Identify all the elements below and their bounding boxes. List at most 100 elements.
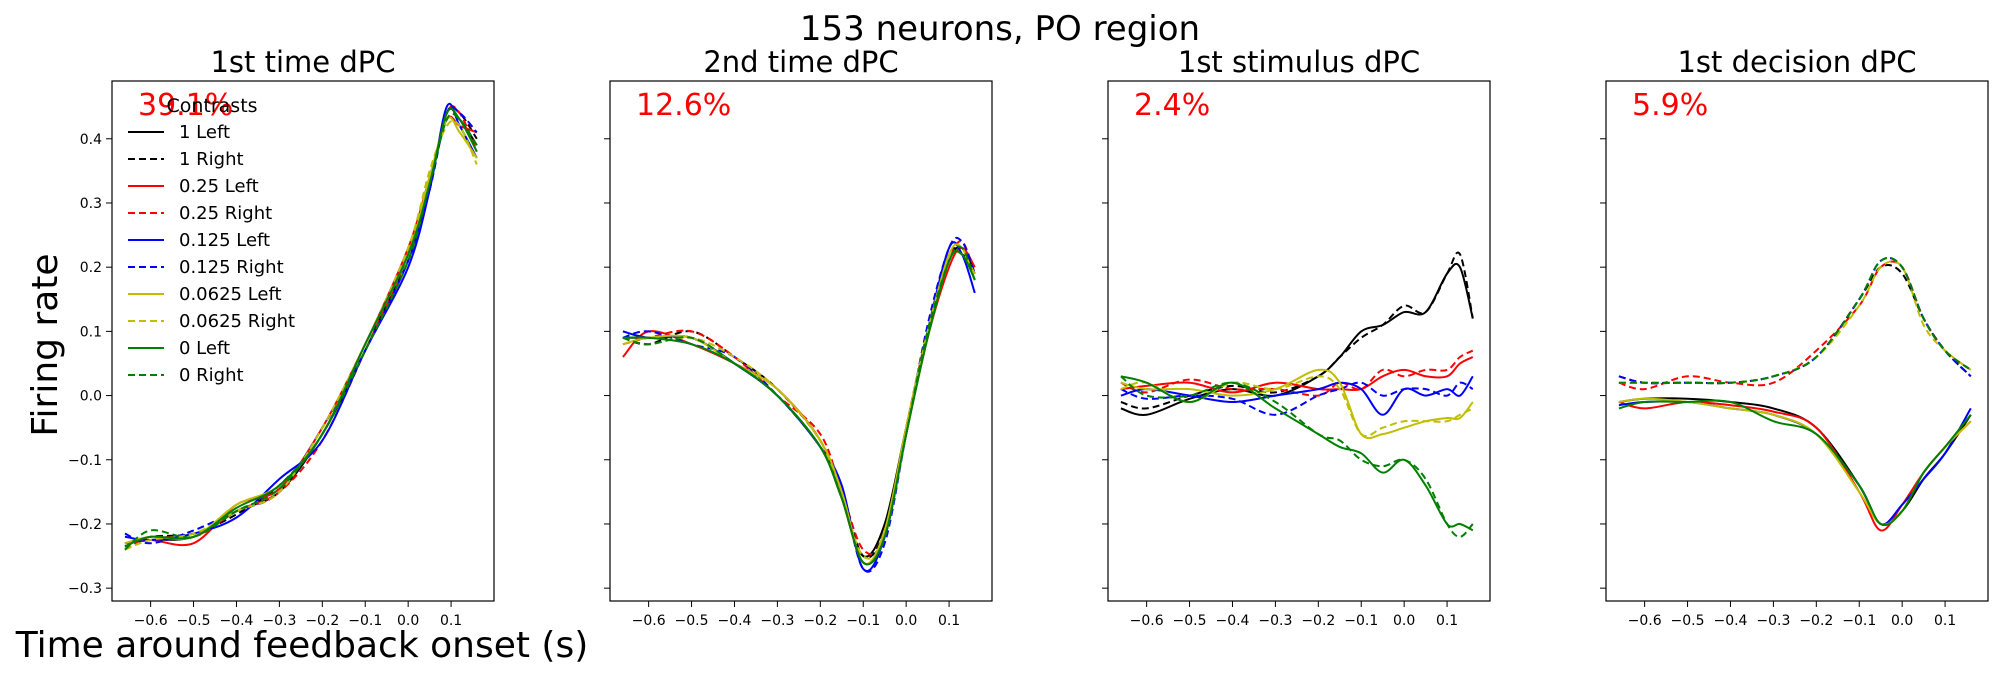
series-line-0-0625-left [622, 243, 976, 565]
plot-frame [111, 80, 495, 602]
x-axis-label: Time around feedback onset (s) [15, 625, 589, 666]
plot-frame [609, 80, 993, 602]
legend-entry: 0 Left [179, 338, 230, 359]
series-line-1-left [1120, 262, 1474, 417]
y-tick-label: −0.2 [68, 517, 102, 533]
x-tick-label: −0.1 [348, 613, 382, 629]
variance-explained: 12.6% [636, 88, 731, 123]
series-line-0-25-left [1120, 356, 1474, 394]
series-line-0-0625-left [124, 116, 478, 545]
x-tick-label: −0.5 [675, 613, 709, 629]
figure-suptitle: 153 neurons, PO region [800, 9, 1200, 49]
x-tick-label: −0.4 [717, 613, 751, 629]
series-line-0-right [622, 245, 976, 566]
panel-4: 1st decision dPC −0.6 −0.5 −0.4 −0.3 −0.2 −0.1… [1600, 45, 1989, 629]
series-line-0-0625-right [622, 250, 976, 560]
y-axis-label: Firing rate [25, 253, 66, 436]
x-tick-label: −0.4 [1215, 613, 1249, 629]
x-tick-label: −0.5 [1173, 613, 1207, 629]
series-line-0-right [1618, 256, 1972, 385]
x-tick-label: 0.1 [938, 613, 960, 629]
panel-3: 1st stimulus dPC −0.6 −0.5 −0.4 −0.3 −0.2 −0.1… [1102, 45, 1491, 629]
y-tick-label: 0.1 [80, 324, 102, 340]
series-line-1-left [1618, 397, 1972, 526]
x-tick-label: 0.1 [1934, 613, 1956, 629]
series-line-1-left [124, 107, 478, 545]
series-line-0-25-left [124, 115, 478, 547]
y-tick-label: 0.2 [80, 260, 102, 276]
series-line-0-125-left [1120, 375, 1474, 416]
legend-title: Contrasts [166, 95, 257, 117]
x-tick-label: −0.2 [803, 613, 837, 629]
x-tick-label: −0.2 [1799, 613, 1833, 629]
panel-title: 1st time dPC [210, 45, 395, 79]
series-line-0-125-left [1618, 400, 1972, 526]
series-line-0-0625-right [1618, 260, 1972, 385]
series-line-0-left [1120, 375, 1474, 532]
series-lines [1618, 256, 1972, 532]
legend-entry: 0.0625 Right [179, 311, 295, 332]
series-lines [124, 102, 478, 551]
series-line-1-right [622, 247, 976, 559]
series-line-0-125-left [124, 102, 478, 542]
variance-explained: 2.4% [1134, 88, 1210, 123]
x-tick-label: −0.6 [632, 613, 666, 629]
series-line-0-0625-right [124, 119, 478, 551]
x-tick-label: −0.2 [305, 613, 339, 629]
x-tick-label: −0.5 [177, 613, 211, 629]
series-line-0-25-right [124, 105, 478, 551]
x-tick-label: −0.3 [1756, 613, 1790, 629]
y-tick-label: 0.3 [80, 196, 102, 212]
series-line-0-left [622, 250, 976, 566]
y-tick-label: −0.1 [68, 453, 102, 469]
x-tick-label: −0.1 [846, 613, 880, 629]
series-line-1-left [622, 246, 976, 558]
legend-entry: 0.0625 Left [179, 284, 282, 305]
panel-title: 1st stimulus dPC [1178, 45, 1420, 79]
series-line-0-0625-left [1120, 368, 1474, 440]
x-tick-label: −0.1 [1842, 613, 1876, 629]
legend: Contrasts 1 Left 1 Right 0.25 Left 0.25 Righ… [128, 95, 295, 386]
series-line-0-25-right [1120, 349, 1474, 397]
variance-explained: 5.9% [1632, 88, 1708, 123]
x-tick-label: 0.0 [895, 613, 917, 629]
series-line-0-125-right [1618, 256, 1972, 385]
x-tick-label: −0.6 [134, 613, 168, 629]
series-line-1-right [124, 105, 478, 548]
x-tick-label: −0.1 [1344, 613, 1378, 629]
x-tick-label: −0.4 [1713, 613, 1747, 629]
plot-frame [1107, 80, 1491, 602]
series-line-1-right [1618, 264, 1972, 385]
y-tick-label: −0.3 [68, 581, 102, 597]
series-line-0-right [1120, 375, 1474, 538]
series-lines [1120, 251, 1474, 538]
series-line-0-125-right [1120, 381, 1474, 416]
series-line-0-left [124, 107, 478, 548]
x-tick-label: −0.3 [1258, 613, 1292, 629]
series-lines [622, 236, 976, 573]
x-tick-label: −0.2 [1301, 613, 1335, 629]
series-line-0-125-right [124, 105, 478, 545]
series-line-0-125-left [622, 241, 976, 572]
x-tick-label: −0.6 [1628, 613, 1662, 629]
series-line-0-left [1618, 399, 1972, 527]
legend-entry: 0.125 Right [179, 257, 284, 278]
series-line-0-25-right [622, 240, 976, 556]
legend-entry: 0.125 Left [179, 230, 270, 251]
series-line-0-0625-left [1618, 397, 1972, 526]
panel-title: 1st decision dPC [1677, 45, 1916, 79]
x-tick-label: −0.3 [262, 613, 296, 629]
panels-group: 1st time dPC −0.6 −0.5 −0.4 −0.3 −0.2 −0.1 0.0 0… [68, 45, 1989, 629]
legend-entry: 1 Right [179, 149, 244, 170]
panel-title: 2nd time dPC [703, 45, 898, 79]
legend-entry: 0 Right [179, 365, 244, 386]
x-tick-label: −0.6 [1130, 613, 1164, 629]
plot-frame [1605, 80, 1989, 602]
x-tick-label: 0.1 [440, 613, 462, 629]
series-line-0-right [124, 112, 478, 551]
panel-1: 1st time dPC −0.6 −0.5 −0.4 −0.3 −0.2 −0.1 0.0 0… [68, 45, 495, 629]
y-tick-label: 0.4 [80, 132, 102, 148]
legend-entry: 0.25 Right [179, 203, 272, 224]
x-tick-label: −0.4 [219, 613, 253, 629]
